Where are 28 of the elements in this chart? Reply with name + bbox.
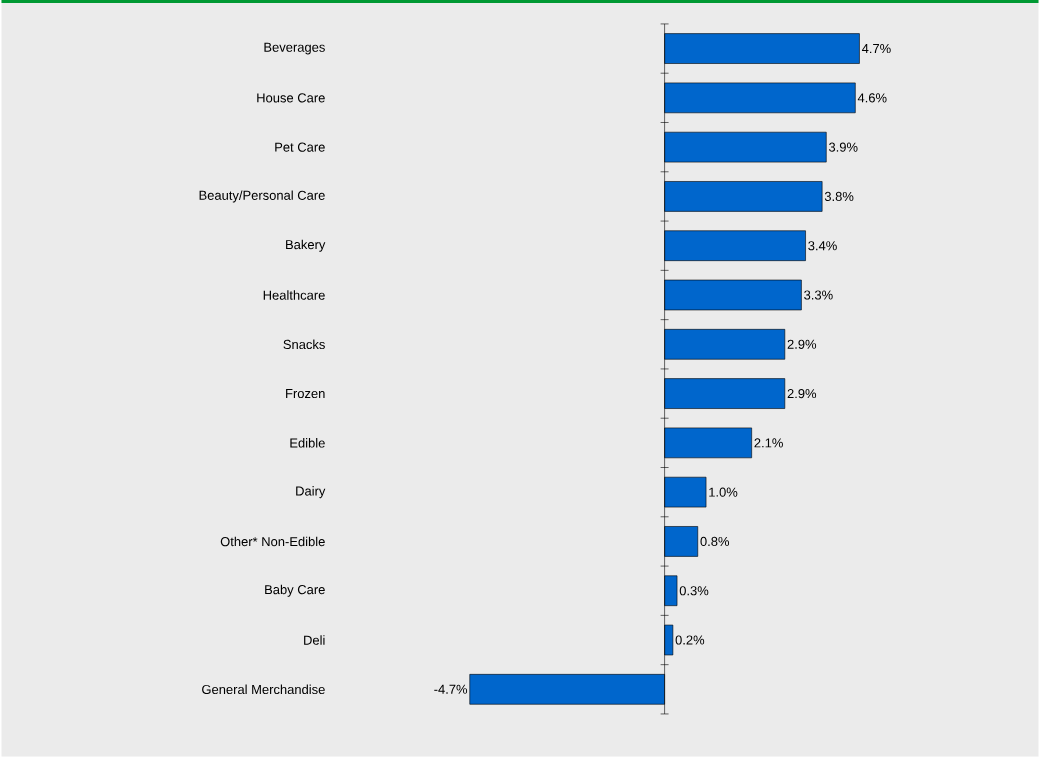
y-tick-label: House Care [257,93,325,103]
y-tick-label: Beauty/Personal Care [199,190,325,203]
y-tick-label: Dairy [296,486,326,499]
data-label: 2.9% [787,389,817,399]
y-tick-label: Bakery [286,239,326,252]
data-label: 3.3% [804,290,833,300]
data-label: 3.4% [808,241,837,251]
y-tick-label: Pet Care [275,142,325,152]
y-tick-label: Frozen [286,389,325,399]
data-label: 3.9% [828,142,858,152]
data-label: 2.1% [754,438,783,448]
data-label: 4.6% [857,93,887,103]
y-tick-label: General Merchandise [202,684,325,695]
data-label: 1.0% [709,487,738,497]
y-tick-label: Baby Care [265,584,325,597]
y-tick-label: Other* Non-Edible [220,536,325,547]
data-label: 0.2% [675,635,705,645]
y-tick-label: Healthcare [263,290,325,300]
data-label: 0.8% [700,536,730,547]
data-label: 3.8% [824,191,854,202]
data-label: -4.7% [434,684,468,694]
y-tick-label: Edible [290,438,325,448]
y-tick-label: Snacks [283,339,325,350]
y-tick-label: Deli [304,635,325,645]
data-label: 4.7% [861,44,891,54]
data-label: 0.3% [679,586,709,596]
y-tick-label: Beverages [264,42,325,55]
data-label: 2.9% [787,339,817,349]
